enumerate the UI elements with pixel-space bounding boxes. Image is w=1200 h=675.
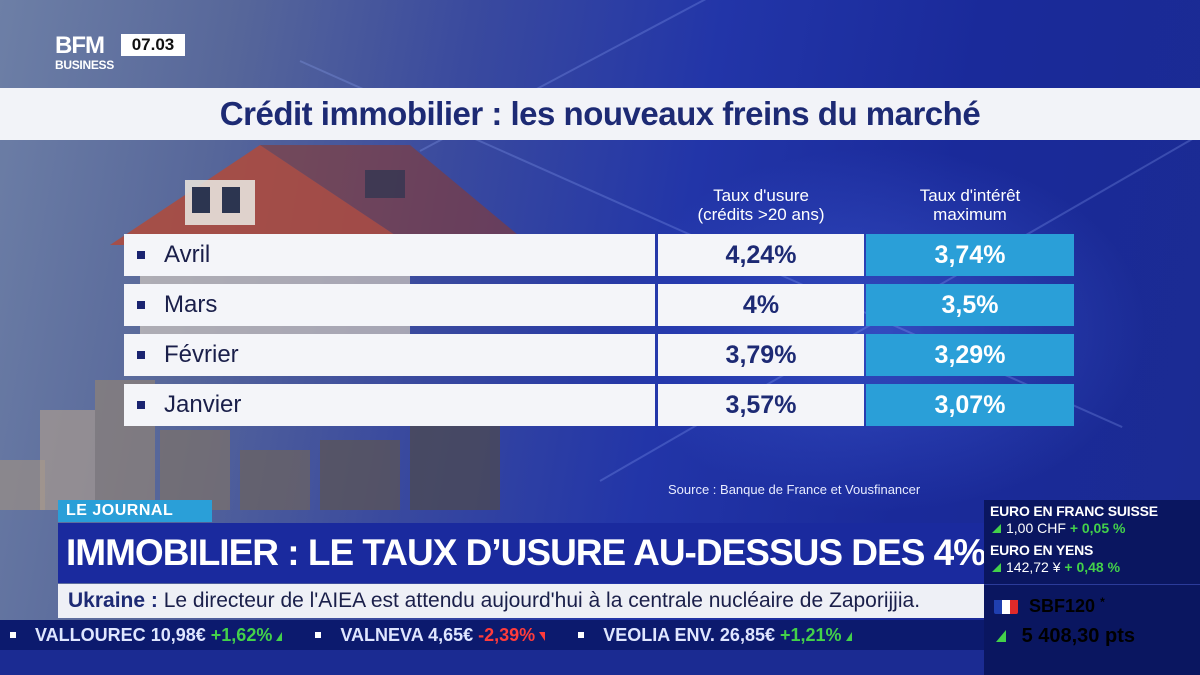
index-value: 5 408,30 pts	[1021, 625, 1135, 647]
source-note: Source : Banque de France et Vousfinance…	[668, 482, 921, 497]
max-value: 3,07%	[866, 384, 1074, 426]
table-row-month: Avril	[124, 234, 655, 276]
bullet-icon	[137, 351, 145, 359]
ticker-separator-icon	[10, 631, 16, 638]
fx-chf-change: + 0,05 %	[1069, 520, 1126, 536]
market-panel: EURO EN FRANC SUISSE 1,00 CHF + 0,05 % E…	[984, 500, 1200, 675]
info-lead: Ukraine :	[68, 589, 158, 612]
info-text: Le directeur de l'AIEA est attendu aujou…	[157, 589, 921, 612]
arrow-down-icon	[539, 632, 546, 641]
month-label: Mars	[164, 291, 218, 318]
ticker-price: 26,85€	[719, 625, 775, 645]
market-separator	[984, 584, 1200, 585]
ticker-change: +1,62%	[210, 625, 273, 645]
fx-jpy-title: EURO EN YENS	[990, 542, 1094, 558]
bullet-icon	[137, 251, 145, 259]
column-header-max-line2: maximum	[933, 205, 1007, 224]
column-header-usure: Taux d'usure (crédits >20 ans)	[660, 186, 862, 224]
index-value-line: 5 408,30 pts	[996, 622, 1196, 650]
fx-jpy-change: + 0,48 %	[1064, 559, 1121, 575]
ticker-change: -2,39%	[478, 625, 536, 645]
stock-ticker: VALLOUREC 10,98€ +1,62% VALNEVA 4,65€ -2…	[0, 620, 984, 650]
arrow-up-icon	[845, 632, 852, 641]
month-label: Avril	[164, 241, 211, 268]
month-label: Janvier	[164, 391, 242, 418]
fx-chf-line: 1,00 CHF + 0,05 %	[990, 520, 1198, 537]
index-label: SBF120 *	[994, 590, 1194, 616]
index-name: SBF120	[1029, 596, 1096, 616]
logo-bottom: BUSINESS	[55, 58, 114, 72]
title-band: Crédit immobilier : les nouveaux freins …	[0, 88, 1200, 140]
column-header-max-line1: Taux d'intérêt	[919, 186, 1021, 205]
ticker-price: 10,98€	[150, 625, 206, 645]
clock: 07.03	[121, 34, 185, 56]
ticker-separator-icon	[315, 631, 322, 638]
arrow-up-icon	[992, 524, 1001, 533]
fx-jpy: EURO EN YENS 142,72 ¥ + 0,48 %	[990, 542, 1198, 576]
ticker-name: VALLOUREC	[35, 625, 146, 645]
bottom-strip	[0, 650, 984, 675]
arrow-up-icon	[992, 563, 1001, 572]
fx-chf: EURO EN FRANC SUISSE 1,00 CHF + 0,05 %	[990, 503, 1198, 537]
fx-jpy-value: 142,72 ¥	[1006, 559, 1061, 575]
ticker-change: +1,21%	[780, 625, 842, 645]
usure-value: 3,79%	[658, 334, 864, 376]
usure-value: 3,57%	[658, 384, 864, 426]
column-header-usure-line2: (crédits >20 ans)	[697, 205, 825, 224]
column-header-max: Taux d'intérêt maximum	[866, 186, 1074, 224]
channel-logo: BFM BUSINESS	[55, 34, 119, 76]
ticker-item: VALNEVA 4,65€ -2,39%	[340, 620, 546, 650]
column-header-usure-line1: Taux d'usure	[713, 186, 809, 205]
table-row-month: Février	[124, 334, 655, 376]
ticker-price: 4,65€	[428, 625, 474, 645]
arrow-up-icon	[996, 630, 1006, 642]
panel-title: Crédit immobilier : les nouveaux freins …	[219, 95, 981, 132]
program-tag: LE JOURNAL	[58, 500, 212, 522]
fx-chf-title: EURO EN FRANC SUISSE	[990, 503, 1158, 519]
info-band: Ukraine : Le directeur de l'AIEA est att…	[58, 584, 984, 618]
month-label: Février	[164, 341, 239, 368]
max-value: 3,74%	[866, 234, 1074, 276]
headline-band	[58, 523, 984, 583]
index-mark: *	[1100, 595, 1105, 609]
usure-value: 4%	[658, 284, 864, 326]
headline: IMMOBILIER : LE TAUX D’USURE AU-DESSUS D…	[66, 532, 986, 573]
bullet-icon	[137, 401, 145, 409]
ticker-item: VEOLIA ENV. 26,85€ +1,21%	[603, 620, 852, 650]
max-value: 3,29%	[866, 334, 1074, 376]
fx-chf-value: 1,00 CHF	[1006, 520, 1066, 536]
logo-top: BFM	[55, 32, 105, 59]
bullet-icon	[137, 301, 145, 309]
ticker-name: VALNEVA	[340, 625, 424, 645]
table-row-month: Janvier	[124, 384, 655, 426]
fx-jpy-line: 142,72 ¥ + 0,48 %	[990, 559, 1198, 576]
french-flag-icon	[994, 598, 1018, 614]
usure-value: 4,24%	[658, 234, 864, 276]
arrow-up-icon	[276, 632, 283, 641]
ticker-name: VEOLIA ENV.	[603, 625, 715, 645]
ticker-separator-icon	[578, 631, 585, 638]
ticker-item: VALLOUREC 10,98€ +1,62%	[35, 620, 283, 650]
max-value: 3,5%	[866, 284, 1074, 326]
table-row-month: Mars	[124, 284, 655, 326]
